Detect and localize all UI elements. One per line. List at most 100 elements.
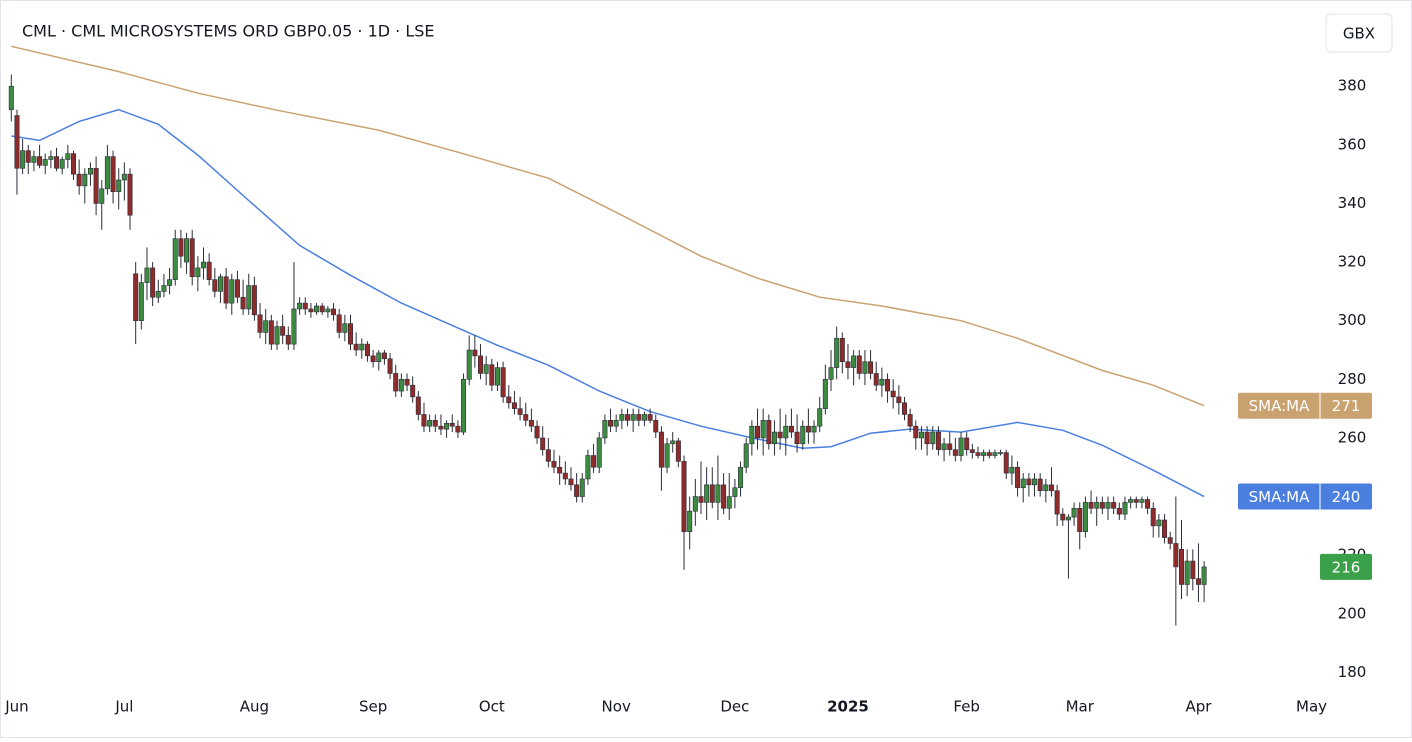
candle-body [353, 343, 359, 351]
x-tick-label: Nov [602, 698, 631, 716]
candle-body [1065, 516, 1071, 521]
candle-body [545, 449, 551, 462]
candle-body [444, 422, 450, 430]
candle-body [150, 267, 156, 298]
sma-line [11, 108, 1205, 498]
candle-body [308, 308, 314, 313]
candle-body [427, 420, 433, 427]
candle-body [161, 285, 167, 292]
candle-body [805, 425, 811, 433]
sma-line [11, 45, 1205, 407]
x-tick-label: Feb [953, 698, 980, 716]
candle-body [692, 496, 698, 512]
candle-body [811, 425, 817, 433]
candle-body [87, 167, 93, 175]
sma-tag [1238, 483, 1372, 510]
candle-body [1190, 560, 1196, 579]
y-tick-label: 380 [1338, 77, 1367, 95]
candle-body [461, 379, 467, 433]
candle-body [975, 452, 981, 456]
candle-body [121, 173, 127, 181]
candle-body [1032, 478, 1038, 486]
sma-tag [1238, 392, 1372, 419]
candle-body [223, 276, 229, 304]
candle-body [1043, 484, 1049, 491]
y-tick-label: 320 [1338, 253, 1367, 271]
candle-body [1133, 499, 1139, 503]
candle-body [387, 358, 393, 374]
candle-body [873, 373, 879, 386]
x-tick-label: Aug [240, 698, 269, 716]
candle-body [1048, 484, 1054, 491]
sma-tag-value: 240 [1332, 488, 1361, 506]
candle-body [715, 484, 721, 503]
candle-body [1003, 452, 1009, 474]
candle-body [257, 314, 263, 333]
candle-body [1094, 502, 1100, 509]
candle-body [167, 279, 173, 286]
candle-body [415, 396, 421, 415]
unit-label[interactable]: GBX [1343, 25, 1375, 43]
candle-body [726, 496, 732, 509]
candle-body [528, 420, 534, 427]
candle-body [201, 261, 207, 269]
candle-body [1054, 490, 1060, 515]
candle-body [1145, 499, 1151, 509]
candle-body [37, 156, 43, 166]
candle-body [8, 85, 14, 110]
candle-body [240, 296, 246, 310]
candle-body [359, 343, 365, 351]
candle-body [675, 440, 681, 462]
candle-body [907, 414, 913, 427]
candle-body [851, 355, 857, 368]
candle-body [743, 443, 749, 468]
x-tick-label: 2025 [827, 698, 869, 716]
candle-body [1201, 566, 1207, 585]
candle-body [511, 402, 517, 409]
candle-body [653, 420, 659, 433]
candle-body [992, 452, 998, 456]
candle-body [138, 282, 144, 321]
candle-body [319, 305, 325, 313]
candle-body [246, 285, 252, 310]
candle-body [613, 420, 619, 427]
candle-body [828, 367, 834, 380]
candle-body [1139, 499, 1145, 503]
candle-body [268, 320, 274, 345]
candle-body [868, 361, 874, 374]
candle-body [918, 431, 924, 439]
candle-body [280, 326, 286, 336]
candle-body [1111, 502, 1117, 509]
x-tick-label: Oct [479, 698, 505, 716]
candle-body [455, 425, 461, 433]
candle-body [602, 420, 608, 439]
candle-body [1128, 499, 1134, 503]
candle-body [1156, 519, 1162, 527]
candle-body [981, 452, 987, 456]
candle-body [574, 484, 580, 497]
candle-body [1082, 502, 1088, 533]
last-price-value: 216 [1332, 558, 1361, 576]
candle-body [144, 267, 150, 283]
candle-body [212, 279, 218, 292]
candle-body [517, 408, 523, 415]
y-tick-label: 280 [1338, 370, 1367, 388]
unit-button[interactable] [1325, 13, 1393, 53]
candle-body [432, 420, 438, 427]
candle-body [777, 431, 783, 439]
candle-body [404, 379, 410, 386]
candle-body [557, 466, 563, 474]
candle-body [941, 443, 947, 450]
candle-body [489, 364, 495, 386]
candle-body [709, 484, 715, 503]
sma-tag-value: 271 [1332, 397, 1361, 415]
candle-body [681, 461, 687, 533]
x-tick-label: Sep [359, 698, 387, 716]
y-tick-label: 300 [1338, 311, 1367, 329]
candle-body [421, 414, 427, 427]
candle-body [822, 379, 828, 409]
candle-body [1150, 507, 1156, 527]
candle-body [370, 355, 376, 363]
candle-body [935, 431, 941, 450]
